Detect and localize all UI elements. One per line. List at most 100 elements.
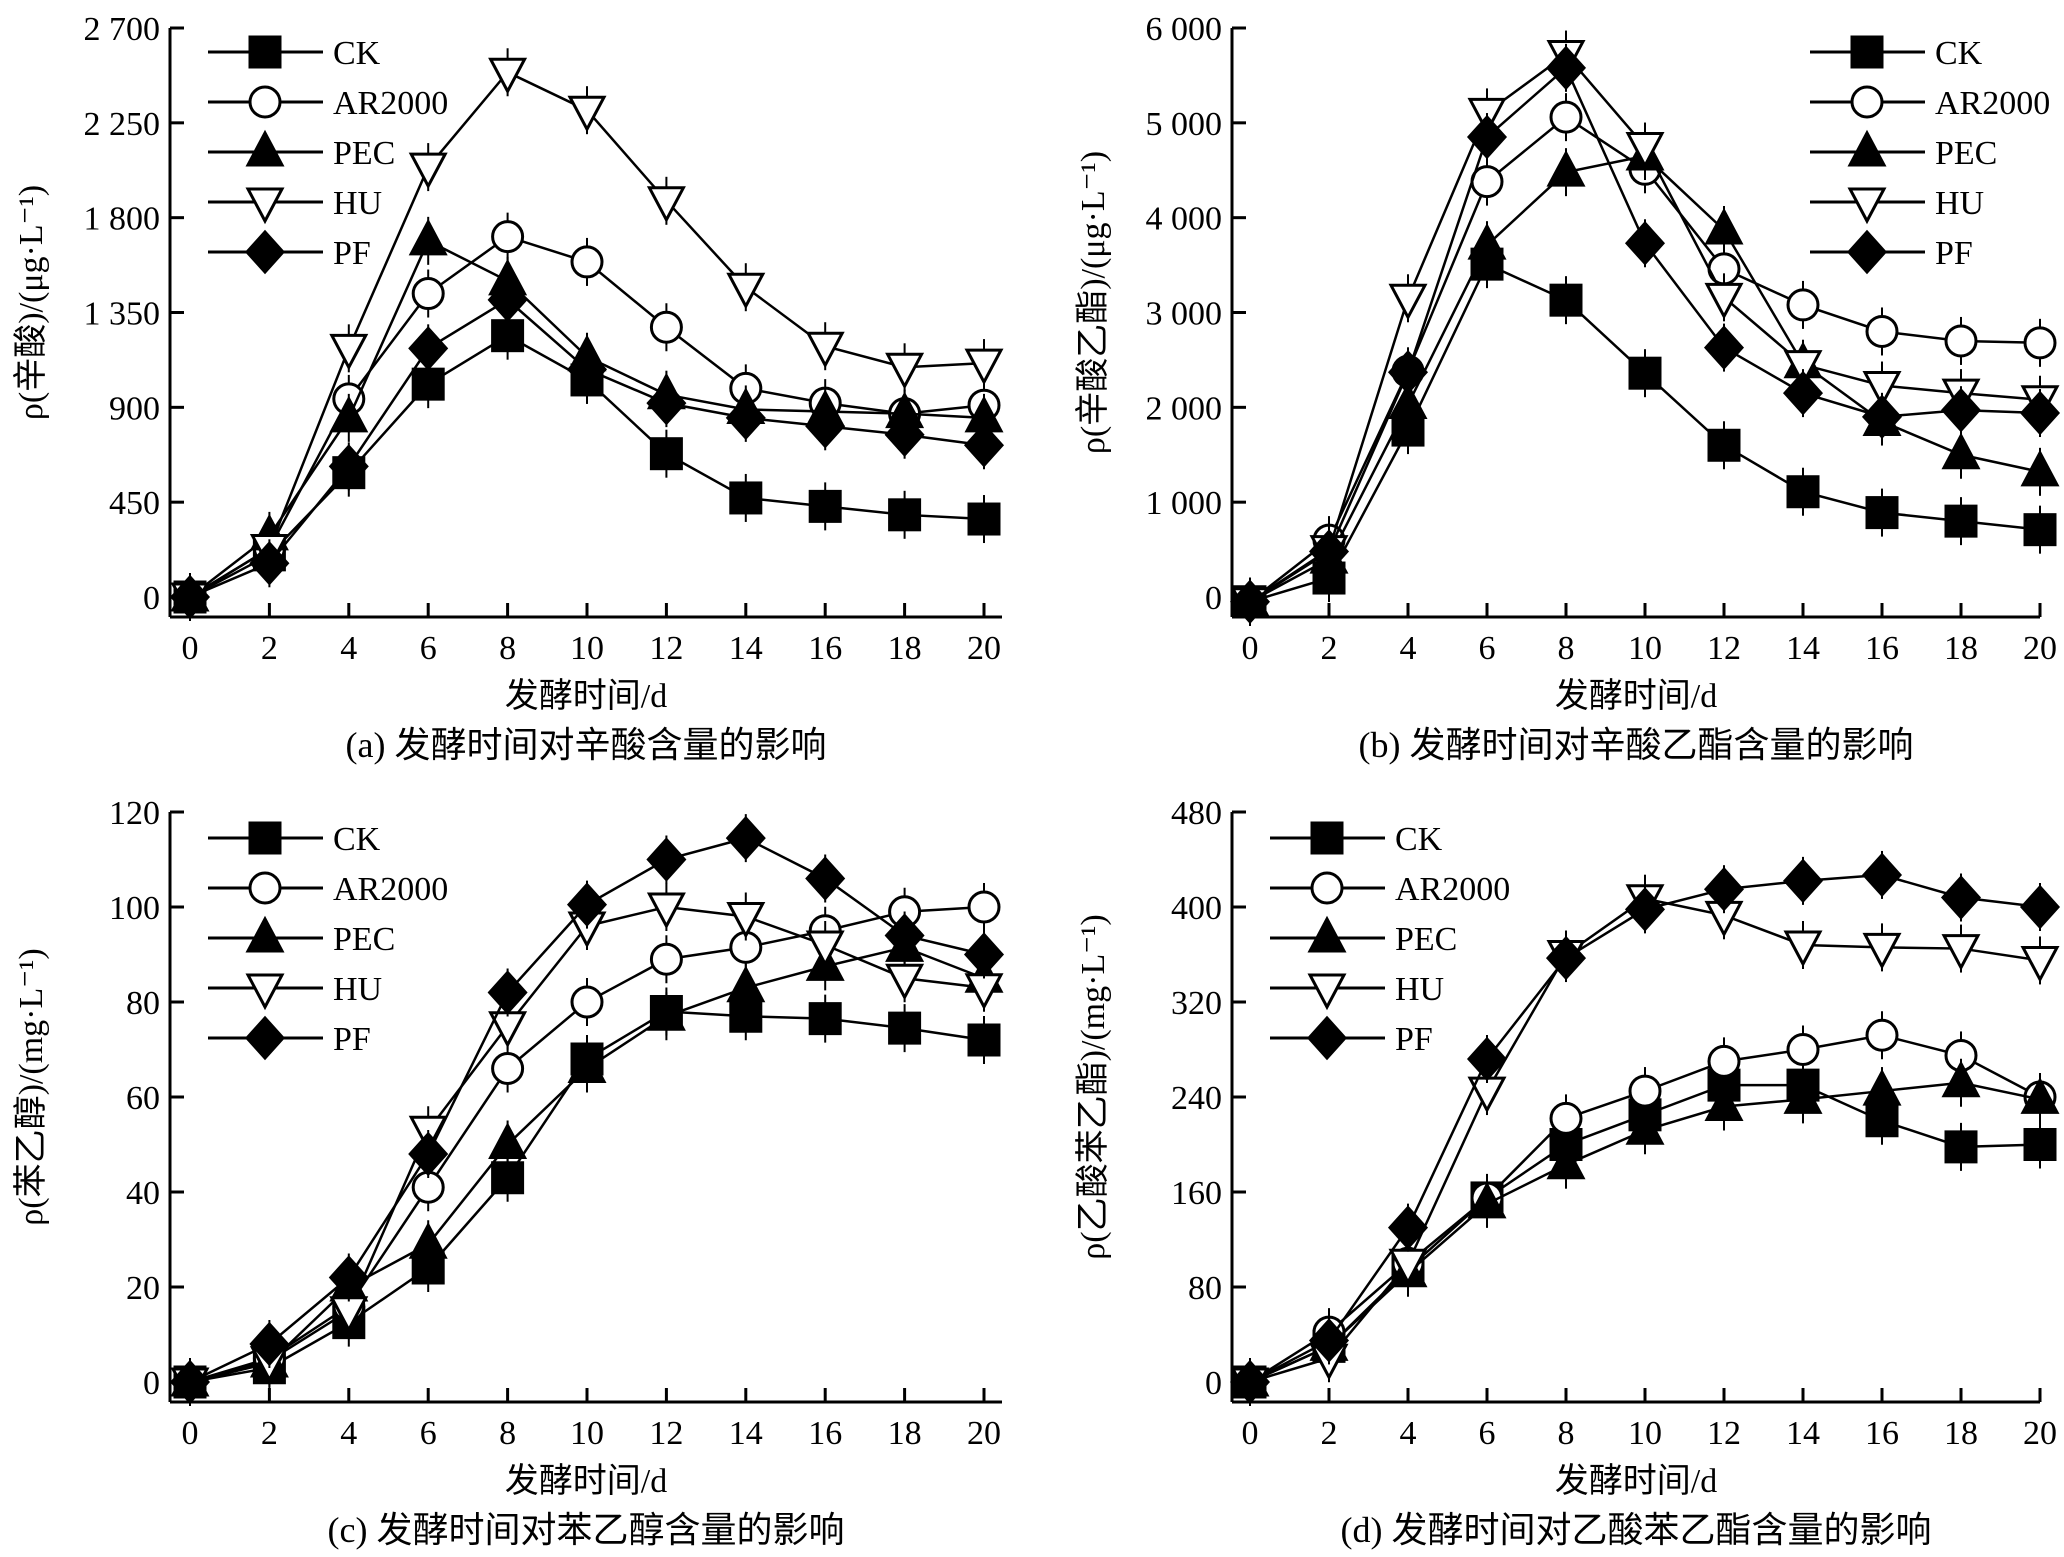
- data-point-ck-10: [1628, 356, 1662, 390]
- data-point-hu-20: [2020, 945, 2060, 983]
- legend-marker-pf: [244, 229, 286, 275]
- data-point-pf-10: [566, 347, 608, 392]
- y-tick-label: 40: [126, 1175, 160, 1212]
- legend-marker-ck: [1310, 821, 1344, 855]
- series-ar2000: [173, 883, 1001, 1406]
- data-point-pec-6: [1467, 222, 1507, 260]
- x-tick-label: 8: [1558, 1415, 1575, 1452]
- legend-c: CK AR2000 PEC HU PF: [208, 821, 448, 1061]
- legend-label-pec: PEC: [333, 921, 395, 958]
- data-point-pec-10: [567, 1046, 607, 1083]
- series-hu: [170, 883, 1004, 1406]
- y-tick-label: 20: [126, 1270, 160, 1307]
- data-point-pf-16: [805, 856, 846, 901]
- data-point-pec-8: [488, 1122, 528, 1159]
- data-point-pec-8: [1546, 1142, 1586, 1180]
- x-tick-label: 16: [808, 630, 842, 667]
- x-tick-label: 16: [1865, 1415, 1899, 1452]
- legend-label-ar2000: AR2000: [1935, 85, 2050, 122]
- y-tick-label: 2 700: [84, 11, 161, 48]
- data-point-pf-4: [1387, 350, 1429, 395]
- x-tick-label: 14: [1786, 630, 1820, 667]
- x-tick-label: 12: [649, 630, 683, 667]
- data-point-ar2000-8: [1549, 100, 1583, 134]
- x-tick-label: 2: [261, 1415, 278, 1452]
- y-tick-label: 80: [1188, 1270, 1222, 1307]
- x-tick-label: 4: [1400, 1415, 1417, 1452]
- y-tick-label: 1 800: [84, 201, 161, 238]
- legend-label-hu: HU: [1935, 185, 1984, 222]
- legend-marker-pf: [1306, 1015, 1348, 1061]
- y-tick-label: 160: [1171, 1175, 1222, 1212]
- legend-label-ar2000: AR2000: [1395, 871, 1510, 908]
- data-point-hu-8: [488, 57, 528, 95]
- data-point-ck-16: [1865, 496, 1899, 530]
- data-point-ck-18: [888, 498, 922, 532]
- data-point-pf-14: [1782, 370, 1824, 416]
- data-point-hu-18: [885, 352, 925, 390]
- data-point-ck-6: [411, 367, 445, 401]
- x-tick-label: 8: [499, 630, 516, 667]
- legend-marker-pf: [244, 1015, 286, 1061]
- data-point-ck-16: [808, 1002, 842, 1036]
- legend-label-pf: PF: [1395, 1021, 1433, 1058]
- x-tick-label: 18: [1944, 1415, 1978, 1452]
- x-tick-label: 6: [1479, 1415, 1496, 1452]
- series-line-ck: [1249, 262, 2041, 603]
- data-point-hu-16: [805, 930, 845, 968]
- data-point-pf-6: [408, 1131, 449, 1177]
- data-point-pf-8: [487, 970, 528, 1015]
- data-point-pf-0: [169, 574, 211, 620]
- x-tick-label: 2: [261, 630, 278, 667]
- y-tick-label: 100: [109, 890, 160, 927]
- data-point-pec-14: [726, 965, 766, 1003]
- legend-label-pec: PEC: [333, 135, 395, 172]
- data-point-ar2000-8: [491, 220, 525, 254]
- x-tick-label: 2: [1321, 1415, 1338, 1452]
- data-point-hu-16: [1862, 932, 1902, 970]
- ylabel-a: ρ(辛酸)/(μg·L⁻¹): [12, 185, 50, 420]
- data-point-pf-20: [963, 932, 1005, 977]
- data-point-ar2000-10: [1628, 1074, 1662, 1108]
- y-tick-label: 60: [126, 1080, 160, 1117]
- xlabel-b: 发酵时间/d: [1555, 677, 1717, 715]
- legend-marker-pf: [1846, 229, 1888, 275]
- data-point-hu-18: [1941, 934, 1981, 971]
- legend-b: CK AR2000 PEC HU PF: [1810, 35, 2050, 275]
- legend-marker-ar2000: [1310, 871, 1344, 905]
- y-tick-label: 240: [1171, 1080, 1222, 1117]
- panel-a: (a) 发酵时间对辛酸含量的影响 发酵时间/d ρ(辛酸)/(μg·L⁻¹) 0…: [12, 11, 1005, 765]
- caption-b: (b) 发酵时间对辛酸乙酯含量的影响: [1359, 725, 1914, 765]
- data-point-pf-18: [1940, 387, 1982, 433]
- data-point-ck-12: [649, 437, 683, 471]
- legend-marker-pec: [245, 129, 285, 167]
- x-tick-label: 18: [1944, 630, 1978, 667]
- data-point-hu-4: [329, 333, 369, 371]
- legend-d: CK AR2000 PEC HU PF: [1270, 821, 1510, 1061]
- data-point-hu-12: [1704, 282, 1744, 320]
- data-point-hu-4: [1388, 283, 1428, 321]
- legend-marker-ar2000: [248, 871, 282, 905]
- x-tick-label: 18: [888, 630, 922, 667]
- data-point-pec-10: [1625, 1108, 1665, 1145]
- x-tick-label: 8: [499, 1415, 516, 1452]
- y-tick-label: 0: [1205, 1365, 1222, 1402]
- data-point-pf-8: [1545, 935, 1587, 981]
- data-point-pf-20: [2019, 884, 2061, 930]
- y-tick-label: 1 350: [84, 296, 161, 333]
- data-point-pf-6: [1466, 114, 1508, 160]
- y-tick-label: 2 000: [1146, 390, 1223, 427]
- data-point-ck-20: [967, 1023, 1001, 1057]
- data-point-pf-12: [646, 380, 687, 426]
- legend-marker-ck: [1850, 35, 1884, 69]
- data-point-pf-12: [1703, 325, 1745, 370]
- data-point-ar2000-20: [2023, 326, 2057, 360]
- data-point-ar2000-12: [649, 942, 683, 976]
- data-point-ck-16: [808, 489, 842, 523]
- data-point-pec-20: [2020, 1077, 2060, 1114]
- x-tick-label: 14: [729, 1415, 763, 1452]
- data-point-ar2000-10: [570, 985, 604, 1019]
- panel-d: (d) 发酵时间对乙酸苯乙酯含量的影响 发酵时间/d ρ(乙酸苯乙酯)/(mg·…: [1074, 795, 2061, 1550]
- y-tick-label: 4 000: [1146, 201, 1223, 238]
- legend-marker-hu: [245, 187, 285, 225]
